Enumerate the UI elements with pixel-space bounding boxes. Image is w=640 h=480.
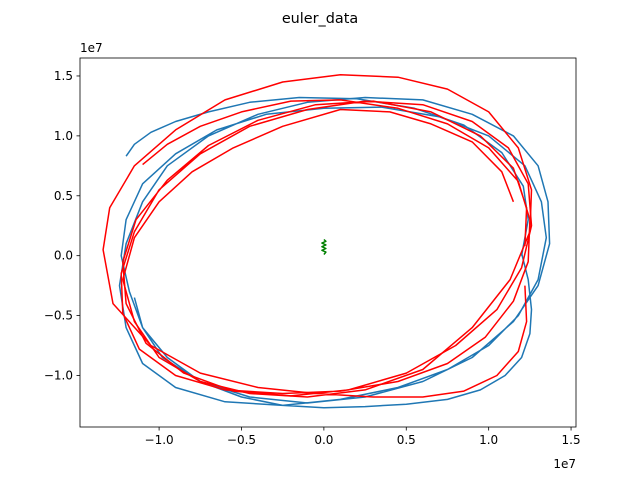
x-tick-label: 1.0 xyxy=(479,433,498,447)
series-group xyxy=(102,74,551,409)
series-line-2 xyxy=(120,99,533,397)
y-tick-label: −0.5 xyxy=(44,309,73,323)
chart-title: euler_data xyxy=(282,11,358,27)
series-line-4 xyxy=(321,238,327,255)
y-tick-label: 0.5 xyxy=(54,189,73,203)
y-tick-label: 0.0 xyxy=(54,249,73,263)
series-line-3 xyxy=(102,74,533,398)
series-line-0 xyxy=(118,96,551,409)
y-tick-label: 1.0 xyxy=(54,129,73,143)
y-axis-offset-label: 1e7 xyxy=(80,41,103,55)
y-tick-label: −1.0 xyxy=(44,368,73,382)
x-tick-label: −1.0 xyxy=(145,433,174,447)
x-axis-offset-label: 1e7 xyxy=(553,457,576,471)
x-tick-label: 1.5 xyxy=(562,433,581,447)
axes-frame xyxy=(79,57,577,428)
y-tick-label: 1.5 xyxy=(54,69,73,83)
x-axis: −1.0 −0.5 0.0 0.5 1.0 1.5 xyxy=(145,427,581,447)
x-tick-label: 0.0 xyxy=(314,433,333,447)
series-line-1 xyxy=(125,96,529,256)
x-tick-label: 0.5 xyxy=(397,433,416,447)
x-tick-label: −0.5 xyxy=(227,433,256,447)
y-axis: −1.0 −0.5 0.0 0.5 1.0 1.5 xyxy=(44,69,80,382)
plot-area xyxy=(79,57,577,428)
